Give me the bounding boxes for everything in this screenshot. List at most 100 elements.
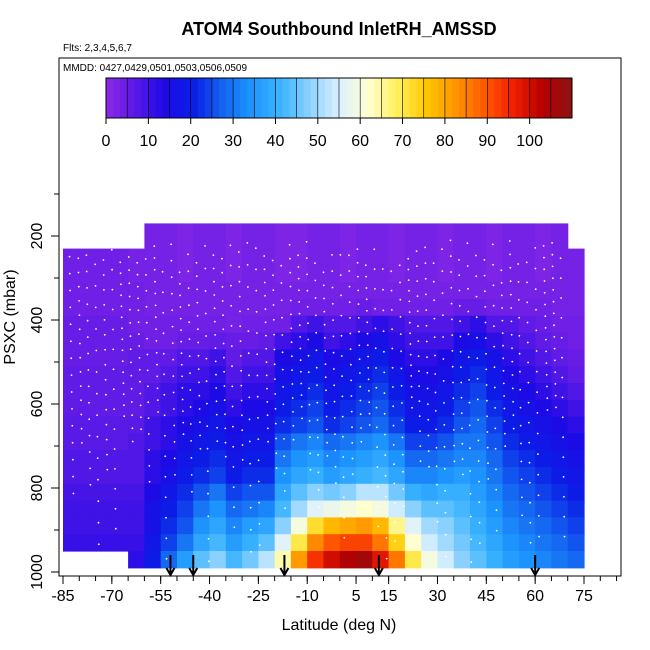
flight-profile-dot — [494, 407, 496, 409]
flight-profile-dot — [198, 381, 200, 384]
heatmap-cell — [502, 467, 520, 485]
colorbar-swatch — [508, 78, 517, 118]
flight-profile-dot — [399, 316, 402, 318]
heatmap-cell — [177, 366, 194, 384]
heatmap-cell — [258, 551, 276, 569]
x-axis: -85 -70 -55 -40 -25 -10 5 15 30 45 60 75 — [51, 575, 621, 605]
heatmap-cell — [290, 551, 308, 569]
heatmap-cell — [404, 467, 422, 485]
flight-profile-dot — [503, 395, 505, 397]
flight-profile-dot — [416, 310, 419, 312]
flight-profile-dot — [410, 364, 412, 367]
heatmap-cell — [209, 551, 227, 569]
flight-profile-dot — [348, 254, 350, 257]
heatmap-cell — [307, 551, 325, 569]
flight-profile-dot — [146, 369, 149, 372]
heatmap-cell — [388, 223, 406, 250]
flight-profile-dot — [411, 406, 413, 409]
flight-profile-dot — [459, 335, 462, 338]
heatmap-cell — [193, 483, 211, 502]
flight-profile-dot — [271, 259, 274, 262]
flight-profile-dot — [331, 254, 333, 256]
flight-profile-dot — [239, 355, 242, 357]
flight-profile-dot — [171, 292, 173, 295]
heatmap-cell — [372, 282, 390, 300]
flight-profile-dot — [435, 465, 438, 468]
heatmap-cell — [79, 366, 97, 384]
flight-profile-dot — [552, 300, 555, 303]
heatmap-cell — [437, 223, 455, 250]
heatmap-cell — [356, 366, 373, 384]
flight-profile-dot — [331, 302, 334, 305]
flight-profile-dot — [536, 391, 538, 394]
heatmap-cell — [177, 517, 194, 535]
heatmap-cell — [258, 265, 276, 283]
heatmap-cell — [160, 248, 178, 266]
flight-profile-dot — [510, 333, 513, 336]
colorbar-swatch — [233, 78, 241, 118]
heatmap-cell — [95, 332, 113, 350]
heatmap-cell — [274, 416, 292, 434]
flight-profile-dot — [554, 359, 556, 362]
flight-profile-dot — [418, 400, 421, 402]
flight-profile-dot — [348, 285, 351, 288]
flight-profile-dot — [216, 440, 219, 442]
heatmap-cell — [567, 248, 585, 266]
heatmap-cell — [128, 282, 145, 300]
heatmap-cell — [437, 248, 455, 266]
flight-profile-dot — [534, 267, 537, 270]
colorbar-swatch — [395, 78, 404, 118]
flight-profile-dot — [340, 355, 343, 357]
flight-profile-dot — [461, 427, 463, 430]
heatmap-cell — [209, 366, 227, 384]
flight-profile-dot — [86, 287, 88, 289]
flight-profile-dot — [214, 347, 217, 349]
heatmap-cell — [144, 551, 162, 569]
x-tick-label: 75 — [575, 588, 593, 605]
flight-profile-dot — [87, 369, 90, 371]
flight-profile-dot — [197, 328, 199, 331]
y-tick-label: 200 — [29, 223, 46, 250]
heatmap-cell — [290, 450, 308, 468]
heatmap-cell — [242, 416, 259, 434]
heatmap-cell — [63, 500, 80, 518]
flight-profile-dot — [537, 494, 540, 497]
y-axis-label: PSXC (mbar) — [2, 269, 19, 364]
flight-profile-dot — [153, 257, 156, 259]
heatmap-cell — [307, 248, 325, 266]
heatmap-cell — [421, 399, 439, 418]
flight-profile-dot — [215, 413, 218, 416]
heatmap-cell — [242, 349, 259, 367]
colorbar-swatch — [466, 78, 474, 118]
heatmap-cell — [388, 416, 406, 434]
flight-profile-dot — [518, 334, 521, 337]
flight-profile-dot — [232, 445, 235, 448]
colorbar-swatch — [543, 78, 552, 118]
flight-profile-dot — [520, 460, 523, 463]
colorbar-swatch — [155, 78, 163, 118]
heatmap-cell — [518, 517, 536, 535]
heatmap-cell — [193, 349, 211, 367]
colorbar-swatch — [501, 78, 509, 118]
heatmap-cell — [144, 265, 162, 283]
flight-profile-dot — [322, 284, 325, 287]
heatmap-cell — [323, 450, 341, 468]
heatmap-cell — [404, 433, 422, 451]
heatmap-cell — [356, 223, 373, 250]
heatmap-cell — [518, 265, 536, 283]
flight-profile-dot — [325, 428, 328, 431]
flight-profile-dot — [147, 385, 149, 388]
flight-profile-dot — [190, 440, 193, 442]
flight-profile-dot — [222, 314, 224, 317]
flight-profile-dot — [263, 268, 266, 271]
flight-profile-dot — [207, 515, 210, 518]
heatmap-cell — [79, 383, 97, 401]
flight-profile-dot — [526, 281, 528, 284]
heatmap-cell — [453, 383, 471, 401]
flight-profile-dot — [450, 271, 452, 273]
colorbar-swatch — [437, 78, 446, 118]
flight-profile-dot — [87, 385, 90, 388]
heatmap-cell — [518, 299, 536, 317]
heatmap-cell — [258, 399, 276, 418]
